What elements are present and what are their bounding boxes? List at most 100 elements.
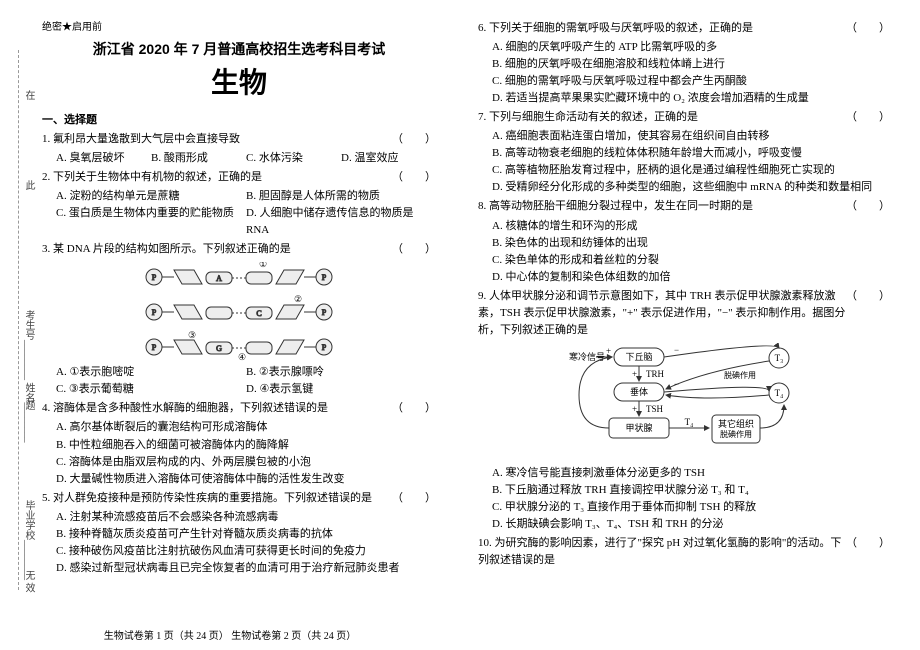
opt-a: A. 高尔基体断裂后的囊泡结构可形成溶酶体 — [56, 419, 436, 436]
page-footer: 生物试卷第 1 页（共 24 页） 生物试卷第 2 页（共 24 页） — [0, 627, 460, 642]
opt-a: A. 寒冷信号能直接刺激垂体分泌更多的 TSH — [492, 465, 890, 482]
question-4: 4. 溶酶体是含多种酸性水解酶的细胞器，下列叙述错误的是 （ ） — [42, 400, 436, 417]
answer-paren: （ ） — [846, 288, 890, 305]
question-10: 10. 为研究酶的影响因素，进行了"探究 pH 对过氧化氢酶的影响"的活动。下列… — [478, 535, 890, 569]
svg-text:−: − — [674, 345, 679, 355]
answer-paren: （ ） — [846, 535, 890, 552]
question-5: 5. 对人群免疫接种是预防传染性疾病的重要措施。下列叙述错误的是 （ ） — [42, 490, 436, 507]
svg-text:P: P — [152, 273, 157, 282]
opt-b: B. 胆固醇是人体所需的物质 — [246, 188, 436, 205]
feedback-figure: 下丘脑 寒冷信号 TRH 垂体 TSH 甲状腺 T₄ 其它组织 脱碘作用 T₃ … — [554, 343, 814, 463]
opt-a: A. 细胞的厌氧呼吸产生的 ATP 比需氧呼吸的多 — [492, 39, 890, 56]
opt-c: C. 染色单体的形成和着丝粒的分裂 — [492, 252, 890, 269]
svg-text:①: ① — [259, 262, 267, 269]
binding-strip: 在 此 考生号________ 姓名________ 题 毕业学校_______… — [18, 50, 34, 590]
answer-paren: （ ） — [846, 198, 890, 215]
opt-a: A. 注射某种流感疫苗后不会感染各种流感病毒 — [56, 509, 436, 526]
footer-left: 生物试卷第 1 页（共 24 页） — [104, 631, 229, 642]
question-9: 9. 人体甲状腺分泌和调节示意图如下，其中 TRH 表示促甲状腺激素释放激素，T… — [478, 288, 890, 339]
svg-text:+: + — [632, 404, 637, 414]
opt-d: D. ④表示氢键 — [246, 381, 436, 398]
lbl-deio: 脱碘作用 — [724, 370, 756, 380]
svg-text:C: C — [256, 309, 261, 318]
opt-d: D. 温室效应 — [341, 150, 436, 167]
opt-b: B. 高等动物衰老细胞的线粒体体积随年龄增大而减小，呼吸变慢 — [492, 145, 890, 162]
svg-text:−: − — [674, 379, 679, 389]
side-label: 无 效 — [21, 570, 36, 593]
opt-c: C. 蛋白质是生物体内重要的贮能物质 — [56, 205, 246, 239]
opt-c: C. 水体污染 — [246, 150, 341, 167]
side-label: 在 — [21, 90, 36, 100]
lbl-deio2: 脱碘作用 — [720, 429, 752, 439]
lbl-t3: T₃ — [775, 353, 784, 363]
question-7: 7. 下列与细胞生命活动有关的叙述，正确的是 （ ） — [478, 109, 890, 126]
subject-title: 生物 — [42, 61, 436, 101]
svg-text:G: G — [216, 344, 222, 353]
page-1: 在 此 考生号________ 姓名________ 题 毕业学校_______… — [0, 0, 460, 650]
question-1: 1. 氟利昂大量逸散到大气层中会直接导致 （ ） — [42, 131, 436, 148]
opt-b: B. 下丘脑通过释放 TRH 直接调控甲状腺分泌 T₃ 和 T₄ — [492, 482, 890, 499]
svg-text:②: ② — [294, 294, 302, 304]
answer-paren: （ ） — [392, 400, 436, 417]
side-label: 毕业学校________ — [21, 500, 36, 580]
answer-paren: （ ） — [846, 20, 890, 37]
svg-text:P: P — [152, 343, 157, 352]
lbl-other: 其它组织 — [718, 418, 754, 429]
section-heading: 一、选择题 — [42, 111, 436, 127]
lbl-hypo: 下丘脑 — [625, 351, 652, 362]
question-6: 6. 下列关于细胞的需氧呼吸与厌氧呼吸的叙述，正确的是 （ ） — [478, 20, 890, 37]
answer-paren: （ ） — [392, 169, 436, 186]
svg-text:+: + — [632, 369, 637, 379]
lbl-thyroid: 甲状腺 — [625, 422, 652, 433]
opt-d: D. 长期缺碘会影响 T₃、T₄、TSH 和 TRH 的分泌 — [492, 516, 890, 533]
svg-text:+: + — [606, 346, 611, 356]
opt-a: A. ①表示胞嘧啶 — [56, 364, 246, 381]
q7-stem: 7. 下列与细胞生命活动有关的叙述，正确的是 — [478, 111, 698, 123]
page-2: 6. 下列关于细胞的需氧呼吸与厌氧呼吸的叙述，正确的是 （ ） A. 细胞的厌氧… — [460, 0, 920, 650]
q9-stem: 9. 人体甲状腺分泌和调节示意图如下，其中 TRH 表示促甲状腺激素释放激素，T… — [478, 290, 845, 336]
svg-text:P: P — [322, 273, 327, 282]
opt-b: B. ②表示腺嘌呤 — [246, 364, 436, 381]
svg-text:③: ③ — [188, 330, 196, 340]
svg-text:A: A — [216, 274, 222, 283]
opt-b: B. 细胞的厌氧呼吸在细胞溶胶和线粒体嵴上进行 — [492, 56, 890, 73]
question-3: 3. 某 DNA 片段的结构如图所示。下列叙述正确的是 （ ） — [42, 241, 436, 258]
lbl-tsh: TSH — [646, 404, 664, 414]
q4-stem: 4. 溶酶体是含多种酸性水解酶的细胞器，下列叙述错误的是 — [42, 402, 328, 414]
side-label: 此 — [21, 180, 36, 190]
lbl-trh: TRH — [646, 369, 665, 379]
exam-title: 浙江省 2020 年 7 月普通高校招生选考科目考试 — [42, 39, 436, 59]
answer-paren: （ ） — [846, 109, 890, 126]
opt-c: C. 细胞的需氧呼吸与厌氧呼吸过程中都会产生丙酮酸 — [492, 73, 890, 90]
q3-options: A. ①表示胞嘧啶 B. ②表示腺嘌呤 C. ③表示葡萄糖 D. ④表示氢键 — [56, 364, 436, 398]
opt-d: D. 人细胞中储存遗传信息的物质是 RNA — [246, 205, 436, 239]
opt-c: C. 溶酶体是由脂双层构成的内、外两层膜包被的小泡 — [56, 454, 436, 471]
opt-b: B. 中性粒细胞吞入的细菌可被溶酶体内的酶降解 — [56, 437, 436, 454]
opt-b: B. 接种脊髓灰质炎疫苗可产生针对脊髓灰质炎病毒的抗体 — [56, 526, 436, 543]
opt-d: D. 中心体的复制和染色体组数的加倍 — [492, 269, 890, 286]
dna-figure: P P P P P P A C G ① ② ③ ④ — [134, 262, 344, 362]
svg-text:P: P — [152, 308, 157, 317]
opt-a: A. 淀粉的结构单元是蔗糖 — [56, 188, 246, 205]
opt-a: A. 臭氧层破坏 — [56, 150, 151, 167]
svg-text:④: ④ — [238, 352, 246, 362]
opt-d: D. 感染过新型冠状病毒且已完全恢复者的血清可用于治疗新冠肺炎患者 — [56, 560, 436, 577]
lbl-t4b: T₄ — [775, 388, 784, 398]
opt-d: D. 若适当提高苹果果实贮藏环境中的 O₂ 浓度会增加酒精的生成量 — [492, 90, 890, 107]
opt-d: D. 大量碱性物质进入溶酶体可使溶酶体中酶的活性发生改变 — [56, 471, 436, 488]
answer-paren: （ ） — [392, 131, 436, 148]
opt-a: A. 核糖体的增生和环沟的形成 — [492, 218, 890, 235]
side-label: 题 — [21, 400, 36, 410]
q2-options: A. 淀粉的结构单元是蔗糖 B. 胆固醇是人体所需的物质 C. 蛋白质是生物体内… — [56, 188, 436, 239]
lbl-t4: T₄ — [685, 417, 694, 427]
q1-stem: 1. 氟利昂大量逸散到大气层中会直接导致 — [42, 133, 240, 145]
q10-stem: 10. 为研究酶的影响因素，进行了"探究 pH 对过氧化氢酶的影响"的活动。下列… — [478, 537, 841, 566]
answer-paren: （ ） — [392, 490, 436, 507]
question-2: 2. 下列关于生物体中有机物的叙述，正确的是 （ ） — [42, 169, 436, 186]
opt-a: A. 癌细胞表面粘连蛋白增加，使其容易在组织间自由转移 — [492, 128, 890, 145]
lbl-pit: 垂体 — [630, 386, 648, 397]
opt-c: C. ③表示葡萄糖 — [56, 381, 246, 398]
opt-d: D. 受精卵经分化形成的多种类型的细胞，这些细胞中 mRNA 的种类和数量相同 — [492, 179, 890, 196]
opt-c: C. 接种破伤风疫苗比注射抗破伤风血清可获得更长时间的免疫力 — [56, 543, 436, 560]
question-8: 8. 高等动物胚胎干细胞分裂过程中，发生在同一时期的是 （ ） — [478, 198, 890, 215]
